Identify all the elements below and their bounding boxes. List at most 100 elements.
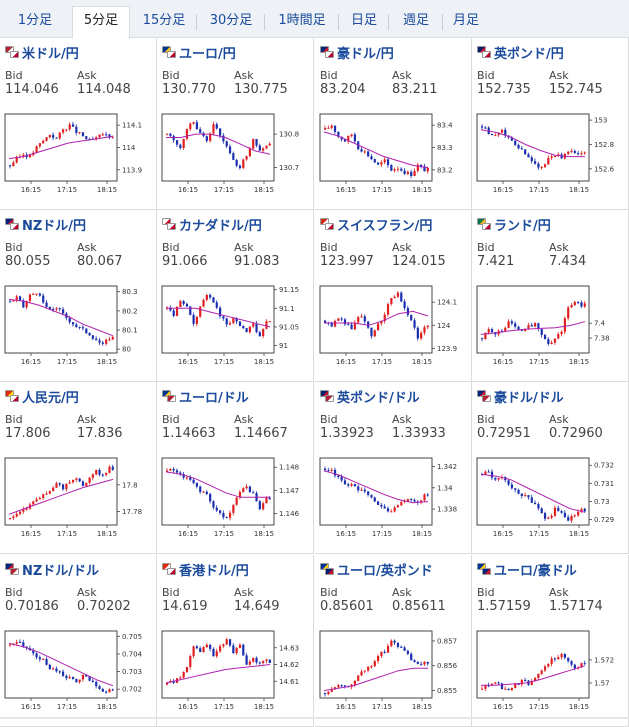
pair-link[interactable]: ユーロ/英ポンド [320,560,433,579]
x-tick-label: 16:15 [178,186,198,194]
pair-link[interactable]: 米ドル/円 [5,43,79,62]
candle-body [524,328,527,331]
price-chart[interactable]: 0.705 0.704 0.703 0.702 16:15 17:15 18:15 [0,628,156,718]
candle-body [343,480,347,485]
price-chart[interactable]: 80.3 80.2 80.1 80 16:15 17:15 18:15 [0,283,156,373]
pair-link[interactable]: 豪ドル/円 [320,43,394,62]
tab-15min[interactable]: 15分足 [142,13,186,28]
candle-body [577,153,580,155]
pair-link[interactable]: 英ポンド/ドル [320,387,420,406]
candle-body [98,340,101,343]
y-tick-label: 152.6 [594,165,615,173]
candle-body [111,336,114,340]
y-tick-label: 17.8 [122,481,138,489]
pair-link[interactable]: ユーロ/円 [162,43,236,62]
pair-link[interactable]: NZドル/円 [5,215,86,234]
pair-link[interactable]: 香港ドル/円 [162,560,249,579]
candle-body [78,679,81,683]
currency-card[interactable]: ユーロ/豪ドル Bid Ask 1.57159 1.57174 1.572 1.57 16:1… [472,555,629,727]
currency-card[interactable]: ユーロ/ドル Bid Ask 1.14663 1.14667 1.148 1.147 1.14… [157,382,314,554]
candle-body [510,484,514,489]
flag-icon [320,46,334,58]
y-tick-label: 1.148 [279,464,299,472]
price-chart[interactable]: 14.63 14.62 14.61 16:15 17:15 18:15 [157,628,313,718]
candle-body [537,323,540,330]
currency-card[interactable]: 豪ドル/円 Bid Ask 83.204 83.211 83.4 83.3 83.2 16:15… [315,38,472,210]
candle-body [324,320,327,323]
currency-card[interactable]: 香港ドル/円 Bid Ask 14.619 14.649 14.63 14.62 14.61 1… [157,555,314,727]
x-tick-label: 16:15 [493,530,513,538]
price-chart[interactable]: 17.8 17.78 16:15 17:15 18:15 [0,455,156,545]
pair-link[interactable]: NZドル/ドル [5,560,99,579]
candle-body [370,156,373,160]
currency-card[interactable]: 米ドル/円 Bid Ask 114.046 114.048 114.1 114 113.9 16… [0,38,157,210]
ask-value: 0.70202 [77,599,131,614]
candle-body [225,141,228,147]
candle-body [262,503,265,510]
candle-body [22,154,25,157]
pair-name: 米ドル/円 [22,46,79,62]
candle-body [327,127,330,129]
y-tick-label: 124.1 [437,299,457,307]
candle-body [58,132,61,139]
candle-body [101,474,104,476]
candle-body [410,314,413,321]
candle-body [58,483,61,485]
candle-body [396,505,400,508]
tab-5min[interactable]: 5分足 [72,6,130,39]
pair-link[interactable]: スイスフラン/円 [320,215,432,234]
currency-card[interactable]: 人民元/円 Bid Ask 17.806 17.836 17.8 17.78 16:15 17:… [0,382,157,554]
tab-daily[interactable]: 日足 [350,13,377,28]
candle-body [557,657,560,660]
pair-link[interactable]: カナダドル/円 [162,215,262,234]
currency-card[interactable]: ランド/円 Bid Ask 7.421 7.434 7.4 7.38 16:15 17:15 18… [472,210,629,382]
plot-frame [161,285,275,354]
candle-body [540,329,543,335]
currency-card[interactable]: NZドル/ドル Bid Ask 0.70186 0.70202 0.705 0.704 0.7… [0,555,157,727]
price-chart[interactable]: 114.1 114 113.9 16:15 17:15 18:15 [0,111,156,201]
candle-body [262,661,265,664]
ask-label: Ask [234,69,254,82]
pair-link[interactable]: 人民元/円 [5,387,79,406]
candle-body [75,679,78,683]
tab-monthly[interactable]: 月足 [452,13,479,28]
currency-card[interactable]: 英ポンド/円 Bid Ask 152.735 152.745 153 152.8 152.6 1… [472,38,629,210]
currency-card[interactable]: NZドル/円 Bid Ask 80.055 80.067 80.3 80.2 80.1 80 16… [0,210,157,382]
candle-body [179,144,182,148]
currency-card[interactable]: 豪ドル/ドル Bid Ask 0.72951 0.72960 0.732 0.731 0.73… [472,382,629,554]
candle-body [497,132,500,136]
price-chart[interactable]: 91.15 91.1 91.05 91 16:15 17:15 18:15 [157,283,313,373]
x-tick-label: 16:15 [21,530,41,538]
price-chart[interactable]: 130.8 130.7 16:15 17:15 18:15 [157,111,313,201]
tab-30min[interactable]: 30分足 [209,13,253,28]
moving-average-line [323,667,428,692]
candle-body [547,517,550,519]
price-chart[interactable]: 1.572 1.57 16:15 17:15 18:15 [472,628,628,718]
pair-link[interactable]: ユーロ/豪ドル [477,560,577,579]
y-tick-label: 0.703 [122,668,142,676]
currency-card[interactable]: 英ポンド/ドル Bid Ask 1.33923 1.33933 1.342 1.34 1.33… [315,382,472,554]
currency-card[interactable]: ユーロ/円 Bid Ask 130.770 130.775 130.8 130.7 16:15… [157,38,314,210]
currency-card[interactable]: カナダドル/円 Bid Ask 91.066 91.083 91.15 91.1 91.05 9… [157,210,314,382]
moving-average-line [323,131,429,169]
price-chart[interactable]: 153 152.8 152.6 16:15 17:15 18:15 [472,111,628,201]
tab-weekly[interactable]: 週足 [402,13,429,28]
price-chart[interactable]: 0.857 0.856 0.855 16:15 17:15 18:15 [315,628,471,718]
tab-1hour[interactable]: 1時間足 [278,13,326,28]
currency-card[interactable]: ユーロ/英ポンド Bid Ask 0.85601 0.85611 0.857 0.856 0.… [315,555,472,727]
pair-link[interactable]: ユーロ/ドル [162,387,249,406]
pair-link[interactable]: ランド/円 [477,215,551,234]
price-chart[interactable]: 83.4 83.3 83.2 16:15 17:15 18:15 [315,111,471,201]
pair-link[interactable]: 英ポンド/円 [477,43,564,62]
candle-body [403,501,406,503]
currency-card[interactable]: スイスフラン/円 Bid Ask 123.997 124.015 124.1 124 123.… [315,210,472,382]
price-chart[interactable]: 7.4 7.38 16:15 17:15 18:15 [472,283,628,373]
price-chart[interactable]: 124.1 124 123.9 16:15 17:15 18:15 [315,283,471,373]
price-chart[interactable]: 1.148 1.147 1.146 16:15 17:15 18:15 [157,455,313,545]
tab-1min[interactable]: 1分足 [17,13,53,28]
pair-link[interactable]: 豪ドル/ドル [477,387,564,406]
price-chart[interactable]: 1.342 1.34 1.338 16:15 17:15 18:15 [315,455,471,545]
candle-body [573,150,576,154]
price-chart[interactable]: 0.732 0.731 0.73 0.729 16:15 17:15 18:15 [472,455,628,545]
candle-body [514,140,517,145]
